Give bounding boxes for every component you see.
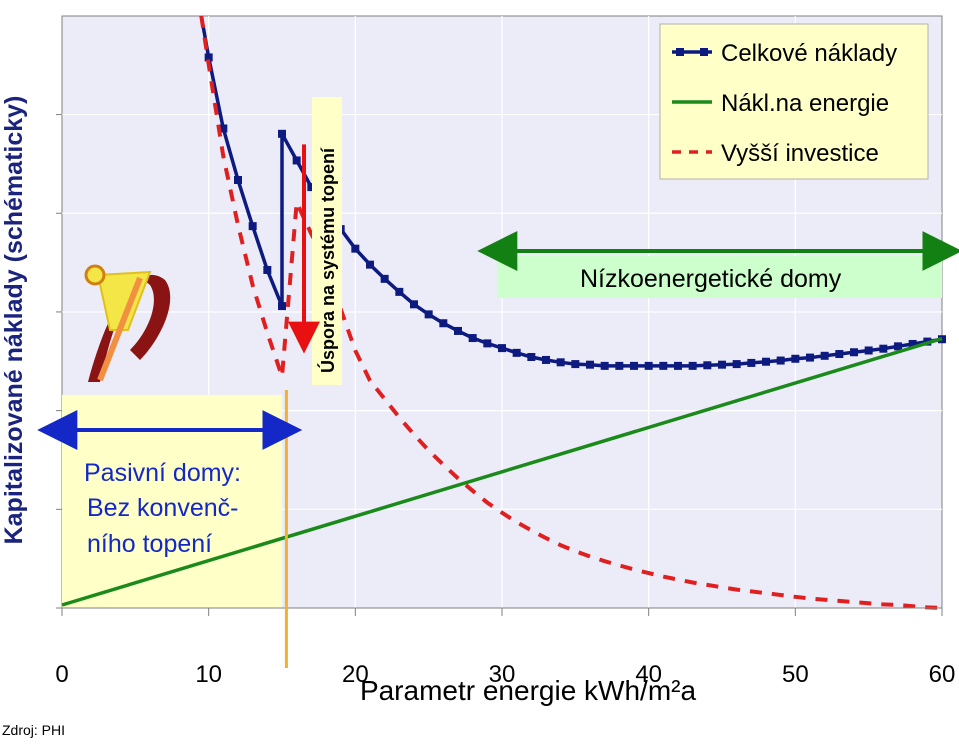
legend-marker xyxy=(700,48,708,56)
data-point-total xyxy=(483,339,492,348)
x-tick-label: 40 xyxy=(635,661,662,688)
x-axis-label: Parametr energie kWh/m²a xyxy=(360,675,697,706)
data-point-total xyxy=(556,358,565,367)
data-point-total xyxy=(659,361,668,370)
data-point-total xyxy=(864,346,873,355)
legend-label: Celkové náklady xyxy=(721,40,897,67)
x-tick-label: 10 xyxy=(195,661,222,688)
data-point-total xyxy=(498,344,506,353)
passive-house-logo-icon xyxy=(84,264,171,382)
data-point-total xyxy=(806,353,814,362)
data-point-total xyxy=(718,360,726,369)
data-point-total xyxy=(879,344,888,353)
data-point-total xyxy=(219,124,228,133)
data-point-total xyxy=(703,361,712,370)
x-tick-label: 20 xyxy=(342,661,369,688)
data-point-total xyxy=(380,274,389,283)
data-point-total xyxy=(776,356,785,365)
series-line-energy xyxy=(61,336,943,607)
data-point-total xyxy=(454,326,462,335)
data-point-total xyxy=(674,361,682,370)
data-point-total xyxy=(278,129,286,138)
data-point-total xyxy=(542,355,550,364)
passive-line2: Bez konvenč- xyxy=(87,494,238,522)
saving-label: Úspora na systému topení xyxy=(317,147,338,373)
data-point-total xyxy=(512,348,521,357)
legend-label: Vyšší investice xyxy=(721,140,879,167)
x-tick-label: 0 xyxy=(55,661,68,688)
data-point-total xyxy=(586,360,594,369)
data-point-total xyxy=(468,334,477,343)
x-tick-label: 50 xyxy=(782,661,809,688)
data-point-total xyxy=(410,300,418,309)
legend-label: Nákl.na energie xyxy=(721,90,889,117)
data-point-total xyxy=(732,360,741,369)
passive-line3: ního topení xyxy=(87,530,212,558)
passive-title: Pasivní domy: xyxy=(84,459,241,487)
data-point-total xyxy=(791,354,800,363)
lowenergy-label: Nízkoenergetické domy xyxy=(580,265,842,293)
data-point-total xyxy=(571,360,580,369)
x-tick-label: 60 xyxy=(929,661,956,688)
data-point-total xyxy=(527,352,536,361)
data-point-total xyxy=(307,183,316,192)
data-point-total xyxy=(688,361,697,370)
legend-marker xyxy=(676,48,684,56)
data-point-total xyxy=(850,348,858,357)
x-tick-label: 30 xyxy=(489,661,516,688)
data-point-total xyxy=(263,265,272,274)
source-note: Zdroj: PHI xyxy=(2,722,66,738)
data-point-total xyxy=(439,319,448,328)
data-point-total xyxy=(292,156,301,165)
data-point-total xyxy=(820,351,829,360)
data-point-total xyxy=(600,361,609,370)
data-point-total xyxy=(747,358,756,367)
data-point-total xyxy=(204,53,213,62)
data-point-total xyxy=(424,310,433,319)
data-point-total xyxy=(630,361,638,370)
data-point-total xyxy=(278,302,286,311)
data-point-total xyxy=(234,175,242,184)
data-point-total xyxy=(908,339,917,348)
data-point-total xyxy=(644,361,653,370)
data-point-total xyxy=(762,357,770,366)
data-point-total xyxy=(615,361,624,370)
data-point-total xyxy=(894,342,902,351)
data-point-total xyxy=(351,244,360,253)
data-point-total xyxy=(366,260,374,269)
data-point-total xyxy=(248,222,257,231)
data-point-total xyxy=(395,287,404,296)
data-point-total xyxy=(835,350,844,359)
